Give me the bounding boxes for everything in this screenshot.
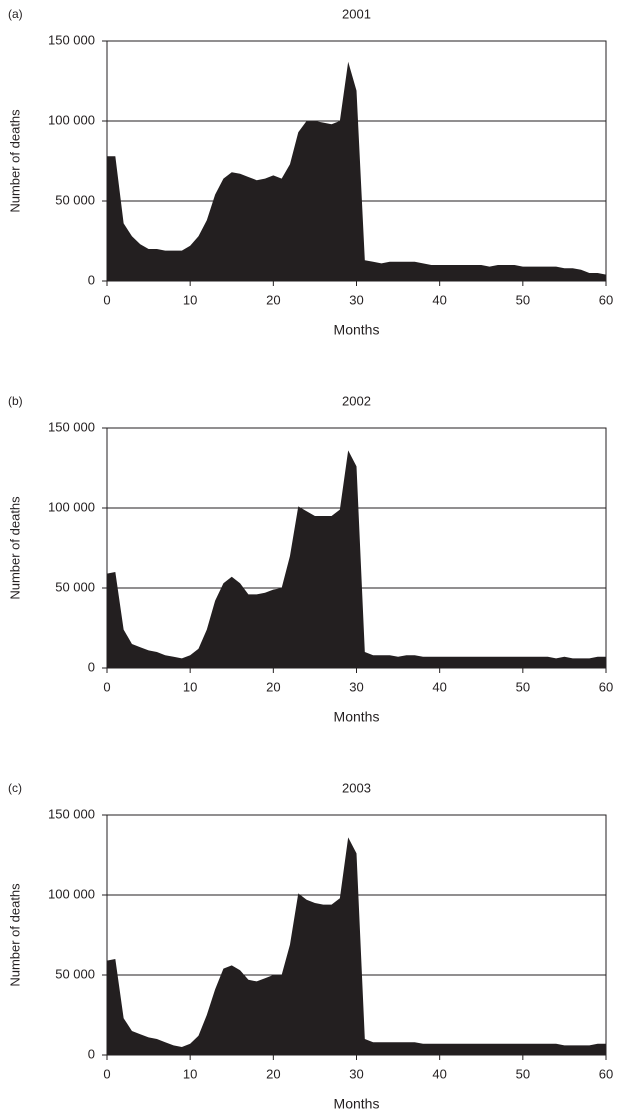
chart-title: 2001 [342,6,371,21]
x-tick-label: 50 [516,1066,530,1081]
y-tick-label: 100 000 [48,112,95,127]
x-tick-label: 20 [266,292,280,307]
y-tick-label: 0 [88,659,95,674]
x-tick-label: 60 [599,1066,613,1081]
x-tick-label: 50 [516,292,530,307]
panel-label: (b) [8,394,23,408]
x-tick-label: 40 [432,1066,446,1081]
x-tick-label: 10 [183,1066,197,1081]
y-tick-label: 50 000 [55,579,95,594]
x-tick-label: 10 [183,292,197,307]
x-tick-label: 40 [432,679,446,694]
area [107,61,606,281]
x-tick-label: 60 [599,292,613,307]
plot-frame [106,40,607,282]
y-tick-label: 100 000 [48,499,95,514]
x-tick-label: 0 [103,292,110,307]
y-axis-label: Number of deaths [7,109,22,213]
y-tick-label: 150 000 [48,32,95,47]
x-axis-label: Months [334,709,380,725]
x-tick-label: 20 [266,1066,280,1081]
x-tick-label: 40 [432,292,446,307]
y-tick-label: 50 000 [55,966,95,981]
x-tick-label: 0 [103,679,110,694]
plot-frame [106,814,607,1056]
area [107,450,606,668]
y-axis-label: Number of deaths [7,496,22,600]
plot-frame [106,427,607,669]
x-tick-label: 30 [349,292,363,307]
x-tick-label: 20 [266,679,280,694]
y-axis-label: Number of deaths [7,883,22,987]
x-tick-label: 60 [599,679,613,694]
y-tick-label: 0 [88,272,95,287]
chart-title: 2002 [342,393,371,408]
x-tick-label: 30 [349,1066,363,1081]
panel-label: (a) [8,7,23,21]
area [107,837,606,1055]
panel-label: (c) [8,781,22,795]
x-tick-label: 50 [516,679,530,694]
x-axis-label: Months [334,1096,380,1112]
y-tick-label: 50 000 [55,192,95,207]
y-tick-label: 150 000 [48,806,95,821]
chart-title: 2003 [342,780,371,795]
x-tick-label: 10 [183,679,197,694]
x-tick-label: 30 [349,679,363,694]
y-tick-label: 150 000 [48,419,95,434]
y-tick-label: 0 [88,1046,95,1061]
x-axis-label: Months [334,322,380,338]
x-tick-label: 0 [103,1066,110,1081]
y-tick-label: 100 000 [48,886,95,901]
